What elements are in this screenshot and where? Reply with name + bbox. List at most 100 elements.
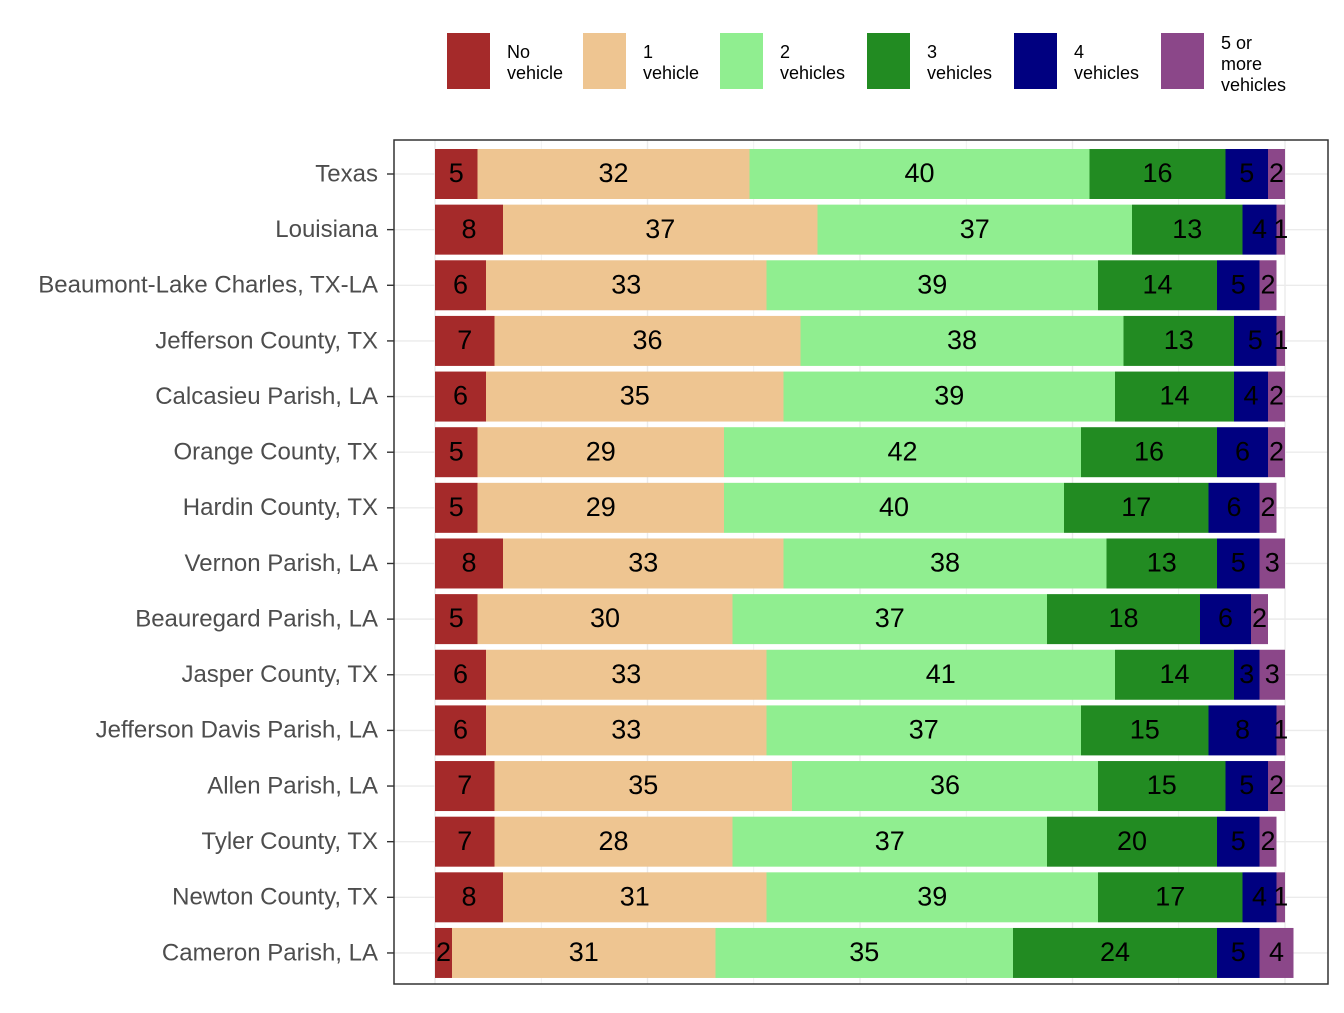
bar-vernon-parish-la-5-or-more-vehicles	[1259, 538, 1285, 589]
legend-label: 1 vehicle	[643, 42, 699, 83]
y-tick-label: Hardin County, TX	[183, 494, 378, 521]
data-label: 5	[449, 158, 464, 188]
bar-jasper-county-tx-no-vehicle	[435, 649, 486, 700]
bar-cameron-parish-la-no-vehicle	[435, 927, 452, 978]
bar-jefferson-county-tx-3-vehicles	[1123, 315, 1234, 366]
data-label: 36	[930, 770, 960, 800]
bar-cameron-parish-la-2-vehicles	[715, 927, 1013, 978]
data-label: 4	[1252, 881, 1267, 911]
bar-calcasieu-parish-la-4-vehicles	[1234, 371, 1268, 422]
bar-newton-county-tx-3-vehicles	[1098, 872, 1243, 923]
data-label: 35	[628, 770, 658, 800]
data-label: 39	[917, 269, 947, 299]
legend: No vehicle 1 vehicle 2 vehicles 3 vehicles 4 vehi…	[447, 33, 1286, 95]
data-label: 8	[1235, 715, 1250, 745]
bar-hardin-county-tx-3-vehicles	[1064, 482, 1209, 533]
bar-jefferson-county-tx-1-vehicle	[494, 315, 801, 366]
bar-beaumont-lake-charles-tx-la-5-or-more-vehicles	[1259, 260, 1277, 311]
data-label: 6	[453, 269, 468, 299]
legend-item-3-vehicles: 3 vehicles	[867, 33, 992, 89]
bar-orange-county-tx-1-vehicle	[477, 427, 724, 478]
data-label: 8	[461, 548, 476, 578]
data-label: 28	[598, 826, 628, 856]
y-tick-label: Beaumont-Lake Charles, TX-LA	[38, 272, 378, 299]
bar-orange-county-tx-2-vehicles	[724, 427, 1081, 478]
data-label: 4	[1269, 937, 1284, 967]
legend-label: 4 vehicles	[1074, 42, 1139, 83]
legend-item-2-vehicles: 2 vehicles	[720, 33, 845, 89]
bar-newton-county-tx-2-vehicles	[766, 872, 1098, 923]
data-label: 38	[947, 325, 977, 355]
bar-allen-parish-la-5-or-more-vehicles	[1268, 761, 1285, 812]
bar-louisiana-4-vehicles	[1242, 204, 1277, 255]
data-label: 29	[586, 436, 616, 466]
bar-newton-county-tx-no-vehicle	[435, 872, 503, 923]
data-label: 7	[457, 325, 472, 355]
data-label: 33	[628, 548, 658, 578]
bar-louisiana-no-vehicle	[435, 204, 503, 255]
data-label: 3	[1265, 659, 1280, 689]
bar-beaumont-lake-charles-tx-la-no-vehicle	[435, 260, 486, 311]
bar-calcasieu-parish-la-no-vehicle	[435, 371, 486, 422]
data-label: 5	[449, 492, 464, 522]
data-label: 35	[849, 937, 879, 967]
bar-jasper-county-tx-3-vehicles	[1115, 649, 1234, 700]
data-label: 37	[909, 715, 939, 745]
data-label: 3	[1239, 659, 1254, 689]
data-label: 13	[1172, 214, 1202, 244]
bar-tyler-county-tx-2-vehicles	[732, 816, 1047, 867]
data-label: 17	[1121, 492, 1151, 522]
data-label: 24	[1100, 937, 1130, 967]
bar-jefferson-davis-parish-la-no-vehicle	[435, 705, 486, 756]
data-label: 1	[1273, 214, 1288, 244]
data-label: 1	[1273, 881, 1288, 911]
bar-jasper-county-tx-5-or-more-vehicles	[1259, 649, 1285, 700]
bar-hardin-county-tx-no-vehicle	[435, 482, 478, 533]
bar-jefferson-county-tx-2-vehicles	[800, 315, 1124, 366]
bar-orange-county-tx-5-or-more-vehicles	[1268, 427, 1285, 478]
data-label: 2	[1269, 158, 1284, 188]
bar-cameron-parish-la-5-or-more-vehicles	[1259, 927, 1294, 978]
data-label: 6	[1218, 603, 1233, 633]
bar-cameron-parish-la-1-vehicle	[452, 927, 716, 978]
data-label: 40	[904, 158, 934, 188]
y-tick-label: Texas	[315, 160, 378, 187]
data-label: 2	[1260, 492, 1275, 522]
bar-texas-2-vehicles	[749, 149, 1090, 199]
bar-jefferson-county-tx-5-or-more-vehicles	[1276, 315, 1285, 366]
data-label: 2	[1260, 826, 1275, 856]
y-tick-label: Calcasieu Parish, LA	[155, 383, 378, 410]
data-label: 5	[1231, 937, 1246, 967]
data-label: 33	[611, 659, 641, 689]
data-label: 6	[1226, 492, 1241, 522]
data-label: 3	[1265, 548, 1280, 578]
plot-border	[393, 139, 1329, 985]
bar-jasper-county-tx-1-vehicle	[486, 649, 767, 700]
data-label: 5	[1231, 826, 1246, 856]
data-label: 40	[879, 492, 909, 522]
legend-swatch	[1161, 33, 1204, 89]
bar-jasper-county-tx-4-vehicles	[1234, 649, 1260, 700]
bar-louisiana-1-vehicle	[503, 204, 818, 255]
bar-jefferson-davis-parish-la-3-vehicles	[1081, 705, 1209, 756]
y-tick-label: Allen Parish, LA	[207, 772, 378, 799]
data-label: 39	[934, 381, 964, 411]
bar-vernon-parish-la-4-vehicles	[1217, 538, 1260, 589]
y-tick-label: Louisiana	[275, 216, 378, 243]
data-label: 8	[461, 214, 476, 244]
data-label: 41	[926, 659, 956, 689]
legend-item-5-or-more-vehicles: 5 or more vehicles	[1161, 33, 1286, 95]
bar-louisiana-5-or-more-vehicles	[1276, 204, 1285, 255]
data-label: 2	[436, 937, 451, 967]
data-label: 5	[1248, 325, 1263, 355]
data-label: 5	[1231, 548, 1246, 578]
y-tick-label: Jefferson Davis Parish, LA	[96, 717, 378, 744]
bar-texas-5-or-more-vehicles	[1268, 149, 1285, 199]
data-label: 1	[1273, 325, 1288, 355]
legend-swatch	[447, 33, 490, 89]
bar-beauregard-parish-la-3-vehicles	[1047, 594, 1200, 645]
y-tick-label: Cameron Parish, LA	[162, 939, 378, 966]
bar-cameron-parish-la-4-vehicles	[1217, 927, 1260, 978]
y-tick-label: Newton County, TX	[172, 884, 378, 911]
bar-allen-parish-la-1-vehicle	[494, 761, 792, 812]
